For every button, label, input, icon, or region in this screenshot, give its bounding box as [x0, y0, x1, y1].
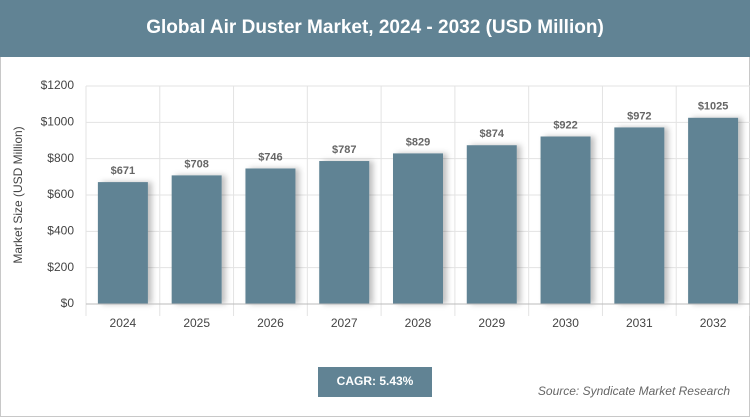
value-label: $829	[406, 136, 430, 148]
x-tick-label: 2032	[700, 316, 727, 330]
y-axis-label: Market Size (USD Million)	[11, 126, 25, 263]
x-tick-label: 2027	[331, 316, 358, 330]
source-note: Source: Syndicate Market Research	[538, 384, 730, 398]
value-label: $972	[627, 110, 651, 122]
y-tick-label: $400	[47, 224, 74, 238]
x-tick-label: 2026	[257, 316, 284, 330]
bar	[466, 145, 517, 304]
y-tick-label: $800	[47, 151, 74, 165]
bar	[245, 168, 296, 304]
cagr-label: CAGR: 5.43%	[337, 374, 414, 388]
cagr-box	[318, 367, 432, 397]
x-tick-label: 2024	[110, 316, 137, 330]
bar	[171, 175, 222, 304]
bar	[688, 117, 739, 305]
chart-title: Global Air Duster Market, 2024 - 2032 (U…	[146, 17, 604, 38]
bar	[319, 161, 370, 304]
bar	[393, 153, 443, 304]
bar	[540, 136, 591, 304]
y-tick-label: $600	[47, 187, 74, 201]
x-tick-label: 2030	[552, 316, 579, 330]
y-tick-label: $0	[61, 296, 75, 310]
plot-area: $0 $200 $400 $600 $800 $1000 $1200 $671 2024 $708…	[41, 78, 750, 330]
y-tick-label: $200	[47, 260, 74, 274]
value-label: $922	[553, 119, 577, 131]
value-label: $746	[258, 151, 282, 163]
x-tick-label: 2025	[183, 316, 210, 330]
x-tick-label: 2028	[405, 316, 432, 330]
x-tick-label: 2031	[626, 316, 653, 330]
header	[0, 0, 750, 57]
x-tick-label: 2029	[478, 316, 505, 330]
y-tick-label: $1000	[41, 115, 75, 129]
value-label: $1025	[698, 101, 729, 113]
value-label: $787	[332, 144, 356, 156]
bar	[614, 127, 665, 304]
y-tick-label: $1200	[41, 78, 75, 92]
value-label: $708	[184, 158, 208, 170]
bar	[97, 182, 148, 304]
value-label: $671	[111, 165, 135, 177]
value-label: $874	[480, 128, 505, 140]
